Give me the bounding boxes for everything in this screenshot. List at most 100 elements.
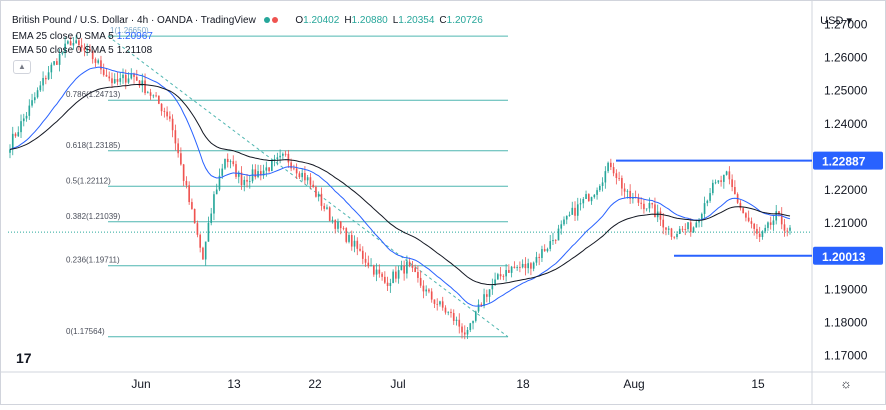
candle-body [397,270,400,279]
candle-body [224,158,226,169]
candle-body [28,105,31,116]
candle-body [204,241,207,260]
candle-body [141,80,144,87]
candle-body [560,224,563,229]
candle-body [419,277,422,286]
candle-body [725,171,728,175]
tradingview-logo-icon[interactable]: 17 [16,350,32,366]
candle-body [61,52,64,54]
candle-body [684,229,687,230]
candle-body [348,235,350,242]
candle-body [670,228,673,237]
candle-body [623,188,626,192]
candle-body [359,248,361,251]
candle-body [477,304,480,312]
ema50-legend[interactable]: EMA 50 close 0 SMA 5 1.21108 [12,45,152,56]
candle-body [177,143,179,154]
candle-body [598,185,601,191]
candle-body [127,78,130,83]
currency-label: USD [820,15,844,27]
candle-body [111,78,113,84]
candle-body [42,77,44,86]
level-price-label: 1.22887 [822,155,866,169]
candle-body [648,202,651,209]
candle-body [196,223,199,235]
y-tick-label: 1.27000 [824,18,868,32]
candle-body [659,211,662,220]
candle-body [678,228,681,234]
candle-body [472,320,474,324]
y-tick-label: 1.21000 [824,216,868,230]
candle-body [695,222,698,228]
ema25-legend[interactable]: EMA 25 close 0 SMA 5 1.20967 [12,31,153,42]
symbol-title[interactable]: British Pound / U.S. Dollar · 4h · OANDA… [12,15,256,26]
candle-body [218,175,221,190]
candle-body [604,171,607,183]
candle-body [295,168,298,174]
level-price-badge [813,151,883,170]
currency-selector[interactable]: USD ▾ [820,14,852,27]
candle-body [400,265,403,271]
candle-body [720,180,722,182]
candle-body [596,190,598,195]
candle-body [108,76,111,79]
candle-body [406,261,408,274]
ema25-value: 1.20967 [116,31,153,42]
candle-body [395,271,397,279]
candle-body [124,74,127,83]
candle-body [687,222,689,230]
candle-body [444,307,447,313]
candle-body [122,74,124,79]
candle-body [667,228,670,230]
candle-body [193,208,196,224]
candle-body [585,194,587,199]
candle-body [133,73,135,77]
y-tick-label: 1.18000 [824,315,868,329]
candle-body [353,240,356,247]
candle-body [629,190,631,199]
candle-body [328,207,331,221]
candle-body [323,205,326,209]
candle-body [767,222,769,228]
candle-body [764,227,767,232]
candle-body [166,111,168,117]
candle-body [64,43,66,53]
candle-body [450,311,452,314]
candle-body [282,153,284,156]
candle-body [789,227,791,231]
candle-body [215,189,218,195]
candle-body [56,61,58,65]
candle-body [654,204,656,218]
candle-body [769,222,772,225]
candle-body [756,228,758,234]
ohlc-value: 1.20402 [303,15,340,26]
candle-body [378,269,381,274]
candle-body [25,115,28,119]
candle-body [723,174,725,182]
candle-body [455,319,458,321]
candle-body [53,61,55,65]
candle-body [370,265,372,267]
candle-body [607,162,609,172]
status-dots [263,15,279,26]
candle-body [268,167,270,172]
candle-body [350,235,353,247]
candle-body [637,197,640,203]
y-tick-label: 1.24000 [824,117,868,131]
candle-body [182,164,185,181]
candle-body [375,269,378,275]
ema25-line [9,66,791,307]
y-tick-label: 1.25000 [824,84,868,98]
gear-icon[interactable]: ☼ [840,376,852,391]
candle-body [728,171,731,180]
candle-body [312,184,315,188]
fib-level-label: 0.786(1.24713) [66,90,121,99]
candle-body [590,197,593,202]
candle-body [441,301,444,308]
candle-body [681,228,684,230]
candle-body [618,178,620,179]
candle-body [337,221,339,229]
collapse-legend-icon[interactable]: ▲ [13,60,31,74]
y-tick-label: 1.17000 [824,348,868,362]
